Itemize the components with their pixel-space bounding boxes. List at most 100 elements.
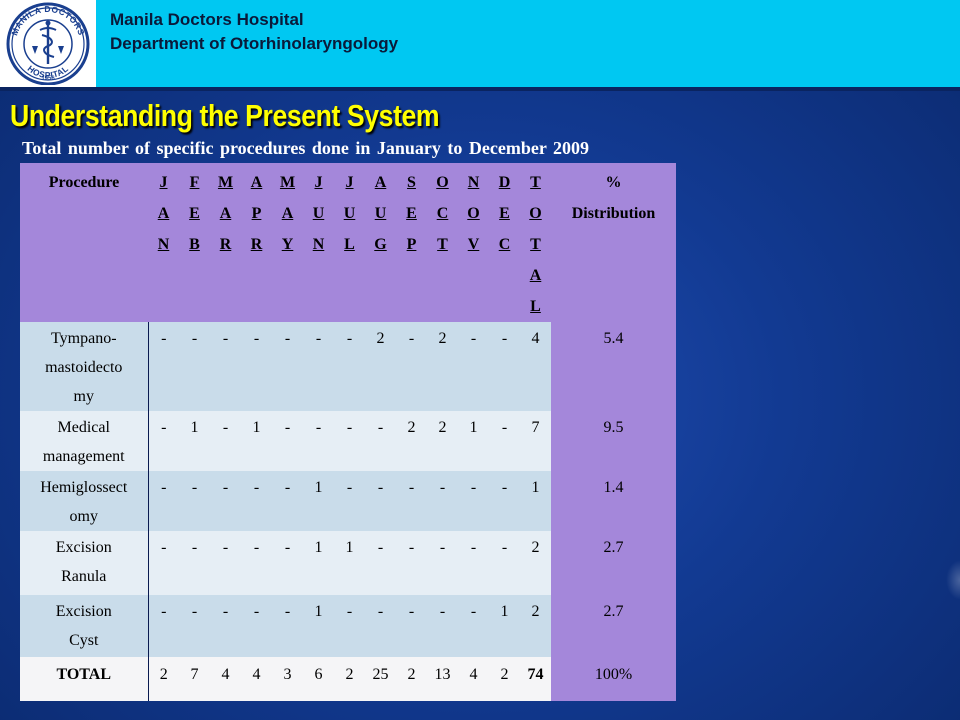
month-value-cell: - xyxy=(179,595,210,657)
month-value-cell: - xyxy=(489,471,520,531)
month-letter: R xyxy=(250,236,263,253)
row-distribution-cell: 1.4 xyxy=(551,471,676,531)
month-value-cell: - xyxy=(396,322,427,411)
total-letter: A xyxy=(529,267,542,284)
month-letter: O xyxy=(467,205,480,222)
month-value-cell: - xyxy=(303,322,334,411)
month-value-cell: 1 xyxy=(458,411,489,471)
month-letter: P xyxy=(406,236,417,253)
procedure-name-line: Excision xyxy=(55,539,112,556)
slide-title: Understanding the Present System xyxy=(10,98,440,133)
month-value-cell: - xyxy=(148,595,179,657)
month-value-cell: 2 xyxy=(396,411,427,471)
month-value-cell: - xyxy=(241,531,272,595)
procedure-header: Procedure xyxy=(20,163,148,322)
month-value-cell: - xyxy=(272,595,303,657)
month-total-cell: 3 xyxy=(272,657,303,701)
month-letter: C xyxy=(498,236,511,253)
total-row: TOTAL 2 7 4 4 3 6 2 25 2 13 4 2 74 100% xyxy=(20,657,676,701)
month-value-cell: - xyxy=(179,531,210,595)
month-letter: E xyxy=(499,205,510,222)
month-value-cell: - xyxy=(241,322,272,411)
month-total-cell: 13 xyxy=(427,657,458,701)
month-value-cell: - xyxy=(179,471,210,531)
month-value-cell: - xyxy=(210,322,241,411)
procedure-name-line: Tympano- xyxy=(50,330,117,347)
month-letter: U xyxy=(343,205,356,222)
month-total-cell: 7 xyxy=(179,657,210,701)
month-letter: G xyxy=(374,236,387,253)
procedure-name-line: Ranula xyxy=(61,568,107,585)
month-letter: M xyxy=(279,174,296,191)
month-letter: J xyxy=(314,174,323,191)
month-total-cell: 2 xyxy=(334,657,365,701)
month-letter: A xyxy=(219,205,232,222)
procedure-name-line: Cyst xyxy=(69,632,99,649)
month-letter: S xyxy=(407,174,416,191)
month-value-cell: - xyxy=(365,595,396,657)
month-letter: A xyxy=(374,174,387,191)
procedures-table-wrap: Procedure J A N F E B M A R A P R M A Y J U N J U L A U G S E P O C T N… xyxy=(20,163,676,701)
month-value-cell: - xyxy=(241,471,272,531)
month-value-cell: - xyxy=(334,411,365,471)
month-letter: U xyxy=(374,205,387,222)
month-value-cell: - xyxy=(489,322,520,411)
month-letter: N xyxy=(467,174,480,191)
month-value-cell: - xyxy=(272,411,303,471)
month-letter: P xyxy=(251,205,262,222)
table-body: Tympano-mastoidecto my - - - - - - -2-2- -4 5.4 Med… xyxy=(20,322,676,701)
procedure-name-line: my xyxy=(73,388,94,405)
month-value-cell: - xyxy=(272,471,303,531)
month-value-cell: - xyxy=(489,411,520,471)
month-value-cell: - xyxy=(427,531,458,595)
table-row: Medical management -1-1- - - -2 2 1-7 9.5 xyxy=(20,411,676,471)
distribution-header: % Distribution xyxy=(551,163,676,322)
month-value-cell: - xyxy=(427,595,458,657)
distribution-label: Distribution xyxy=(571,205,656,222)
row-total-cell: 4 xyxy=(520,322,551,411)
month-letter: E xyxy=(406,205,417,222)
table-row: Tympano-mastoidecto my - - - - - - -2-2- -4 5.4 xyxy=(20,322,676,411)
month-value-cell: 1 xyxy=(489,595,520,657)
month-letter: D xyxy=(498,174,511,191)
table-header: Procedure J A N F E B M A R A P R M A Y J U N J U L A U G S E P O C T N… xyxy=(20,163,676,322)
caduceus-seal-icon: MANILA DOCTORS HOSPITAL 1956 xyxy=(6,2,90,85)
row-total-cell: 7 xyxy=(520,411,551,471)
row-distribution-cell: 2.7 xyxy=(551,595,676,657)
month-letter: R xyxy=(219,236,232,253)
month-value-cell: - xyxy=(148,531,179,595)
header-divider xyxy=(0,87,960,91)
month-value-cell: - xyxy=(241,595,272,657)
table-row: Excision Ranula - - - - -1 1- - - - -2 2.7 xyxy=(20,531,676,595)
month-value-cell: - xyxy=(427,471,458,531)
month-letter: M xyxy=(217,174,234,191)
grand-total-cell: 74 xyxy=(520,657,551,701)
procedures-table: Procedure J A N F E B M A R A P R M A Y J U N J U L A U G S E P O C T N… xyxy=(20,163,676,701)
percent-symbol: % xyxy=(605,174,622,191)
hospital-name: Manila Doctors Hospital xyxy=(110,10,304,29)
procedure-name-cell: Medical management xyxy=(20,411,149,471)
month-total-cell: 25 xyxy=(365,657,396,701)
month-letter: J xyxy=(345,174,354,191)
month-value-cell: - xyxy=(148,411,179,471)
row-total-cell: 2 xyxy=(520,531,551,595)
month-letter: Y xyxy=(281,236,294,253)
department-name: Department of Otorhinolaryngology xyxy=(110,34,399,53)
month-value-cell: - xyxy=(458,471,489,531)
month-total-cell: 4 xyxy=(210,657,241,701)
month-value-cell: - xyxy=(458,322,489,411)
month-total-cell: 2 xyxy=(489,657,520,701)
month-value-cell: 2 xyxy=(427,411,458,471)
month-value-cell: - xyxy=(210,595,241,657)
month-letter: A xyxy=(157,205,170,222)
month-value-cell: - xyxy=(334,595,365,657)
month-letter: V xyxy=(467,236,480,253)
month-letter: L xyxy=(344,236,355,253)
total-letter: T xyxy=(530,174,541,191)
procedure-name-line: Medical xyxy=(57,419,110,436)
